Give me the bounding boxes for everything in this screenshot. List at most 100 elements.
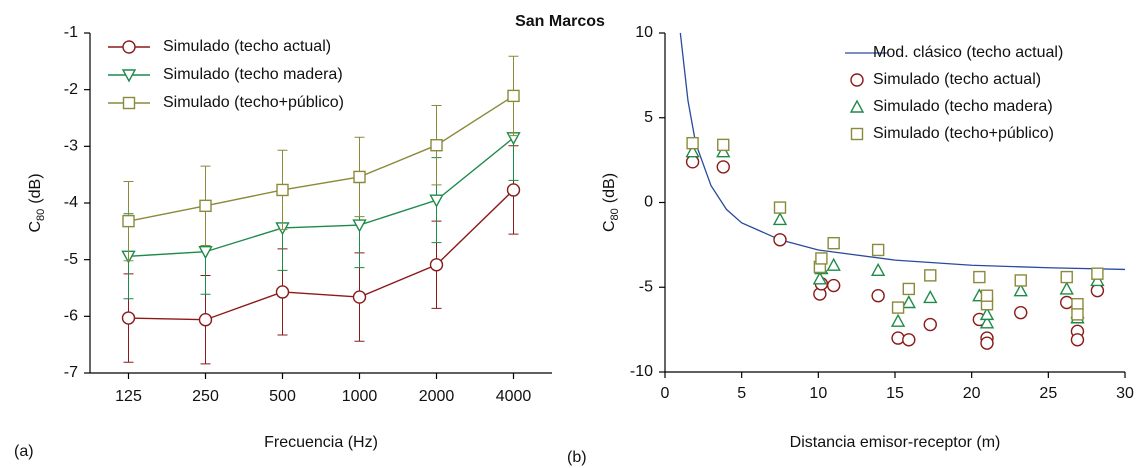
marker [812, 271, 828, 285]
x-tick-label: 4000 [496, 388, 532, 405]
marker [815, 252, 828, 265]
x-tick-label: 30 [1116, 385, 1134, 402]
marker [1071, 298, 1084, 311]
marker [871, 289, 885, 303]
series-line [128, 189, 514, 321]
marker [1014, 274, 1027, 287]
y-axis-label: C80 (dB) [27, 173, 47, 232]
marker [826, 278, 841, 293]
y-tick-label: -1 [64, 24, 78, 41]
marker [902, 282, 915, 296]
legend-label: Simulado (techo+público) [163, 94, 344, 111]
marker [429, 258, 444, 272]
figure-title: San Marcos [515, 13, 605, 30]
y-tick-label: -4 [64, 194, 78, 211]
y-axis-label: C80 (dB) [601, 173, 621, 232]
marker [276, 183, 289, 197]
marker [924, 269, 937, 282]
legend-label: Mod. clásico (techo actual) [873, 44, 1063, 61]
marker [507, 89, 520, 103]
marker [716, 144, 731, 158]
y-tick-label: -2 [64, 81, 78, 98]
marker [849, 99, 865, 113]
marker [979, 306, 995, 321]
marker [685, 155, 700, 169]
x-tick-label: 15 [886, 385, 904, 402]
marker [685, 144, 700, 158]
marker [198, 313, 213, 327]
marker [980, 336, 994, 350]
y-tick-label: -10 [630, 363, 653, 380]
y-tick-label: -7 [64, 364, 78, 381]
marker [352, 290, 367, 304]
series-line [128, 137, 514, 257]
x-axis-label: Frecuencia (Hz) [264, 434, 378, 451]
marker [1014, 305, 1028, 320]
marker [923, 317, 937, 332]
legend-label: Simulado (techo actual) [163, 38, 331, 55]
marker [122, 96, 136, 110]
panel-label: (a) [14, 443, 34, 460]
marker [1059, 281, 1074, 295]
y-tick-label: -6 [64, 308, 78, 325]
marker [1060, 295, 1074, 310]
marker [352, 219, 367, 233]
marker [973, 270, 986, 284]
y-label-unit: (dB) [27, 173, 44, 203]
y-tick-label: 10 [635, 24, 653, 41]
y-label-subscript: 80 [609, 208, 621, 220]
legend-label: Simulado (techo madera) [873, 98, 1053, 115]
series-line [128, 95, 514, 222]
marker [923, 289, 938, 304]
marker [1090, 283, 1105, 298]
x-tick-label: 250 [192, 388, 219, 405]
panel-label: (b) [567, 449, 587, 466]
marker [901, 295, 916, 309]
marker [891, 301, 905, 314]
x-tick-label: 25 [1039, 385, 1057, 402]
marker [1071, 308, 1084, 321]
x-tick-label: 500 [269, 388, 296, 405]
marker [122, 40, 136, 54]
marker [980, 289, 994, 302]
marker [716, 160, 730, 174]
y-tick-label: -5 [64, 251, 78, 268]
marker [506, 183, 521, 197]
marker [1090, 273, 1105, 287]
marker [772, 211, 788, 226]
x-tick-label: 1000 [342, 388, 378, 405]
marker [773, 233, 787, 247]
marker [827, 236, 840, 250]
marker [979, 315, 995, 329]
legend-label: Simulado (techo madera) [163, 66, 343, 83]
marker [122, 214, 135, 228]
x-tick-label: 0 [661, 385, 670, 402]
legend-label: Simulado (techo actual) [873, 71, 1041, 88]
marker [429, 194, 444, 208]
marker [773, 201, 787, 214]
marker [1013, 283, 1028, 297]
marker [121, 69, 137, 83]
y-label-symbol: C [601, 220, 618, 232]
x-axis-label: Distancia emisor-receptor (m) [790, 434, 1001, 451]
x-tick-label: 5 [737, 385, 746, 402]
marker [1070, 333, 1085, 347]
marker [686, 136, 699, 150]
y-tick-label: -3 [64, 138, 78, 155]
marker [353, 170, 366, 184]
marker [826, 257, 841, 271]
marker [275, 285, 290, 299]
marker [850, 127, 864, 141]
marker [902, 333, 916, 347]
model-curve [679, 32, 1126, 271]
marker [871, 243, 885, 257]
marker [850, 73, 864, 87]
marker [121, 311, 136, 325]
x-tick-label: 20 [963, 385, 981, 402]
x-tick-label: 2000 [419, 388, 455, 405]
marker [870, 262, 886, 276]
y-label-symbol: C [27, 221, 44, 233]
x-tick-label: 10 [809, 385, 827, 402]
marker [198, 246, 213, 260]
